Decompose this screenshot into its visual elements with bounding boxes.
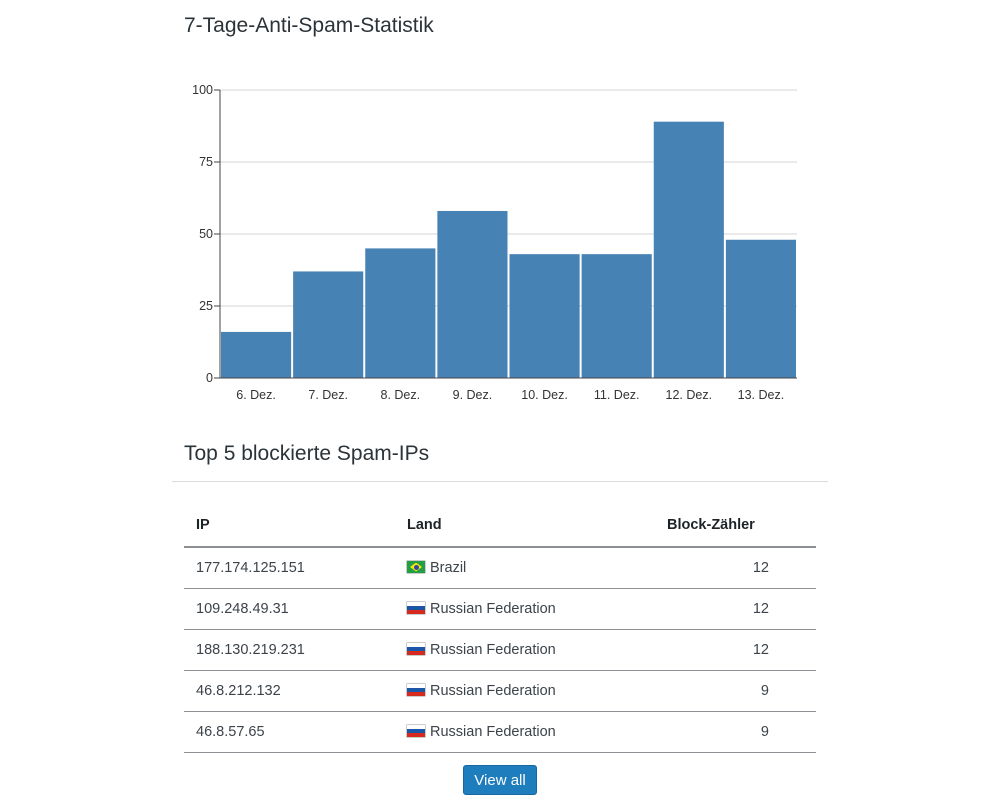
table-row: 46.8.212.132 Russian Federation 9	[184, 670, 816, 712]
top-ips-table: IP Land Block-Zähler 177.174.125.151 Bra…	[184, 504, 816, 753]
block-count: 12	[752, 642, 769, 658]
country-name: Russian Federation	[430, 642, 556, 658]
x-tick-label: 9. Dez.	[453, 388, 493, 402]
block-count-cell: 12	[661, 629, 816, 671]
table-header-row: IP Land Block-Zähler	[184, 504, 816, 548]
section-divider	[172, 481, 828, 482]
header-block-count[interactable]: Block-Zähler	[661, 504, 816, 548]
x-tick-label: 6. Dez.	[236, 388, 276, 402]
y-tick-label: 25	[199, 299, 213, 313]
block-count-cell: 12	[661, 547, 816, 589]
ip-address: 188.130.219.231	[184, 629, 395, 671]
country-name: Russian Federation	[430, 724, 556, 740]
view-all-button[interactable]: View all	[463, 765, 537, 795]
table-row: 46.8.57.65 Russian Federation 9	[184, 711, 816, 753]
bar	[221, 331, 292, 378]
block-count: 12	[752, 601, 769, 617]
ip-address: 177.174.125.151	[184, 547, 395, 589]
block-count-cell: 12	[661, 588, 816, 630]
block-count-cell: 9	[661, 670, 816, 712]
header-land[interactable]: Land	[395, 504, 661, 548]
table-row: 177.174.125.151 Brazil 12	[184, 547, 816, 589]
chart-title: 7-Tage-Anti-Spam-Statistik	[184, 14, 434, 37]
bar	[365, 248, 436, 378]
y-tick-label: 100	[192, 83, 213, 97]
bar	[437, 210, 508, 378]
country-cell: Russian Federation	[395, 670, 661, 712]
country-cell: Russian Federation	[395, 711, 661, 753]
table-row: 109.248.49.31 Russian Federation 12	[184, 588, 816, 630]
russia-flag-icon	[407, 643, 425, 655]
country-name: Brazil	[430, 560, 467, 576]
russia-flag-icon	[407, 684, 425, 696]
country-cell: Brazil	[395, 547, 661, 589]
y-tick-label: 50	[199, 227, 213, 241]
russia-flag-icon	[407, 725, 425, 737]
header-ip[interactable]: IP	[184, 504, 395, 548]
bar	[653, 121, 724, 379]
y-tick-label: 75	[199, 155, 213, 169]
country-cell: Russian Federation	[395, 588, 661, 630]
block-count: 9	[760, 683, 769, 699]
top-ips-title: Top 5 blockierte Spam-IPs	[184, 442, 430, 465]
table-row: 188.130.219.231 Russian Federation 12	[184, 629, 816, 671]
bar	[581, 254, 652, 378]
x-tick-label: 10. Dez.	[521, 388, 568, 402]
x-tick-label: 11. Dez.	[594, 388, 640, 402]
bar	[509, 254, 580, 378]
x-tick-label: 7. Dez.	[308, 388, 348, 402]
country-name: Russian Federation	[430, 683, 556, 699]
ip-address: 109.248.49.31	[184, 588, 395, 630]
x-tick-label: 13. Dez.	[738, 388, 785, 402]
ip-address: 46.8.57.65	[184, 711, 395, 753]
block-count: 12	[752, 560, 769, 576]
bar	[293, 271, 364, 378]
russia-flag-icon	[407, 602, 425, 614]
block-count: 9	[760, 724, 769, 740]
x-tick-label: 8. Dez.	[381, 388, 421, 402]
x-tick-label: 12. Dez.	[666, 388, 713, 402]
brazil-flag-icon	[407, 561, 425, 573]
bar-chart: 0 25 50 75 100 6. Dez. 7. Dez. 8. Dez. 9. Dez. 10…	[192, 83, 797, 402]
y-tick-label: 0	[206, 371, 213, 385]
bar	[725, 239, 796, 378]
country-name: Russian Federation	[430, 601, 556, 617]
block-count-cell: 9	[661, 711, 816, 753]
ip-address: 46.8.212.132	[184, 670, 395, 712]
country-cell: Russian Federation	[395, 629, 661, 671]
